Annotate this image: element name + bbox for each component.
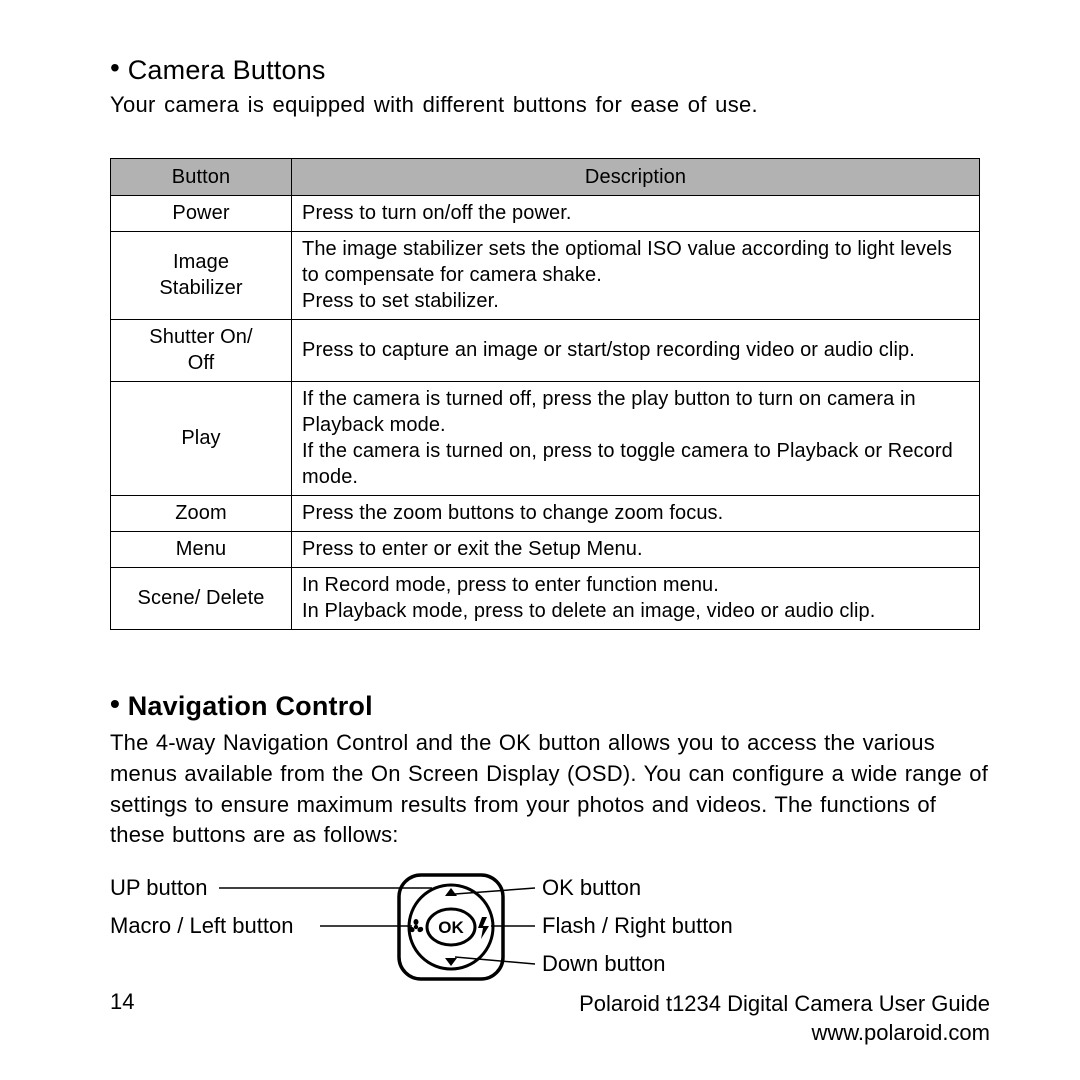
button-name-cell: Scene/ Delete [111,568,292,630]
col-header-description: Description [292,159,980,196]
button-desc-cell: Press the zoom buttons to change zoom fo… [292,496,980,532]
table-row: PowerPress to turn on/off the power. [111,196,980,232]
footer-title: Polaroid t1234 Digital Camera User Guide [579,991,990,1016]
button-desc-cell: Press to turn on/off the power. [292,196,980,232]
heading-text: Camera Buttons [128,55,326,85]
section-intro-2: The 4-way Navigation Control and the OK … [110,728,990,851]
button-name-cell: Menu [111,532,292,568]
footer-title-block: Polaroid t1234 Digital Camera User Guide… [579,989,990,1048]
table-row: PlayIf the camera is turned off, press t… [111,382,980,496]
footer-url: www.polaroid.com [811,1020,990,1045]
manual-page: • Camera Buttons Your camera is equipped… [0,0,1080,1080]
buttons-table: Button Description PowerPress to turn on… [110,158,980,630]
section-heading-camera-buttons: • Camera Buttons [110,54,990,86]
table-row: ZoomPress the zoom buttons to change zoo… [111,496,980,532]
table-row: Shutter On/OffPress to capture an image … [111,320,980,382]
button-name-cell: Zoom [111,496,292,532]
button-name-cell: Power [111,196,292,232]
navigation-control-icon: OK [110,871,980,1001]
button-name-cell: Play [111,382,292,496]
ok-text: OK [438,918,464,937]
section-heading-navigation-control: • Navigation Control [110,690,990,722]
button-name-cell: Shutter On/Off [111,320,292,382]
button-desc-cell: Press to enter or exit the Setup Menu. [292,532,980,568]
bullet-icon: • [110,52,120,83]
button-name-cell: ImageStabilizer [111,232,292,320]
button-desc-cell: Press to capture an image or start/stop … [292,320,980,382]
col-header-button: Button [111,159,292,196]
button-desc-cell: The image stabilizer sets the optiomal I… [292,232,980,320]
section-intro-1: Your camera is equipped with different b… [110,92,990,118]
table-row: ImageStabilizerThe image stabilizer sets… [111,232,980,320]
button-desc-cell: If the camera is turned off, press the p… [292,382,980,496]
bullet-icon: • [110,688,120,719]
button-desc-cell: In Record mode, press to enter function … [292,568,980,630]
navigation-diagram: UP button Macro / Left button OK button … [110,871,980,1001]
page-number: 14 [110,989,134,1015]
table-row: Scene/ DeleteIn Record mode, press to en… [111,568,980,630]
table-row: MenuPress to enter or exit the Setup Men… [111,532,980,568]
table-header-row: Button Description [111,159,980,196]
heading-text: Navigation Control [128,691,373,721]
page-footer: 14 Polaroid t1234 Digital Camera User Gu… [110,989,990,1048]
